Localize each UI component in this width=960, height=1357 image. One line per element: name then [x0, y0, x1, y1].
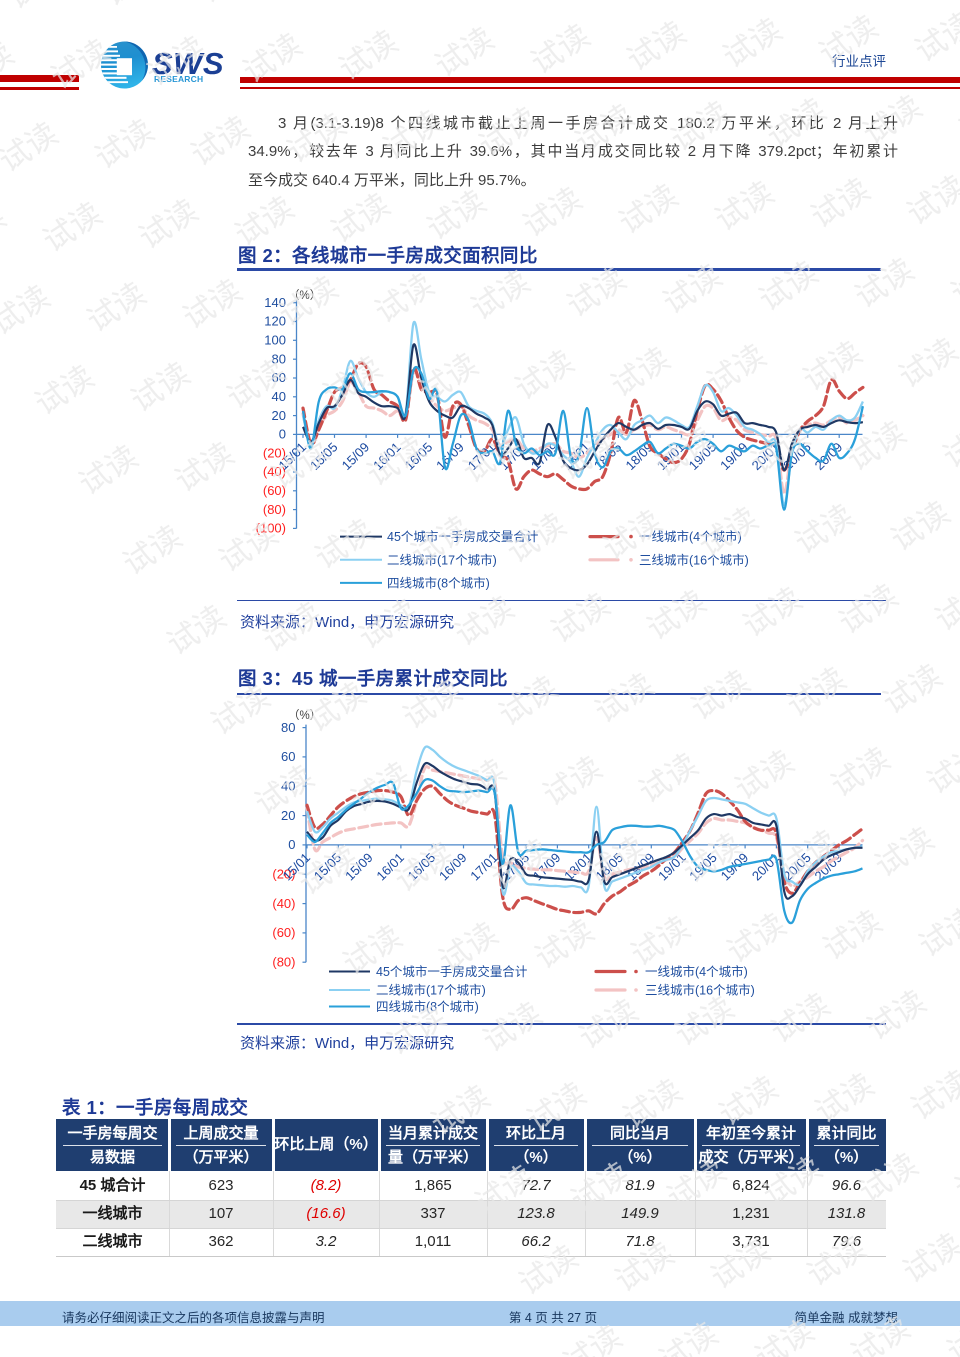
svg-text:试读: 试读: [901, 169, 960, 232]
svg-text:17/01: 17/01: [467, 850, 501, 884]
svg-text:(40): (40): [272, 896, 295, 911]
svg-text:试读: 试读: [97, 0, 168, 13]
svg-text:试读: 试读: [125, 356, 196, 419]
svg-text:试读: 试读: [525, 18, 596, 81]
svg-text:16/05: 16/05: [405, 850, 439, 884]
svg-text:0: 0: [279, 427, 286, 442]
svg-text:三线城市(16个城市): 三线城市(16个城市): [639, 552, 749, 567]
svg-text:一线城市(4个城市): 一线城市(4个城市): [639, 529, 742, 544]
svg-text:三线城市(16个城市): 三线城市(16个城市): [645, 983, 755, 998]
svg-text:（%）: （%）: [288, 709, 321, 722]
svg-text:20/09: 20/09: [812, 439, 846, 473]
svg-text:试读: 试读: [385, 0, 456, 4]
svg-text:试读: 试读: [133, 193, 204, 256]
svg-text:试读: 试读: [81, 276, 152, 339]
svg-text:试读: 试读: [161, 599, 232, 662]
svg-text:120: 120: [264, 314, 286, 329]
svg-text:试读: 试读: [953, 86, 960, 149]
svg-text:100: 100: [264, 333, 286, 348]
svg-text:60: 60: [272, 370, 286, 385]
svg-text:17/01: 17/01: [465, 439, 499, 473]
svg-text:试读: 试读: [905, 1064, 960, 1127]
svg-text:试读: 试读: [621, 15, 692, 78]
svg-text:二线城市(17个城市): 二线城市(17个城市): [387, 552, 497, 567]
svg-text:15/01: 15/01: [280, 850, 314, 884]
svg-text:试读: 试读: [289, 0, 360, 7]
svg-text:16/01: 16/01: [373, 850, 407, 884]
svg-text:(80): (80): [263, 502, 286, 517]
svg-text:0: 0: [288, 837, 295, 852]
svg-text:16/09: 16/09: [436, 850, 470, 884]
svg-text:(20): (20): [272, 866, 295, 881]
svg-text:二线城市(17个城市): 二线城市(17个城市): [376, 983, 486, 998]
svg-text:试读: 试读: [945, 249, 960, 312]
svg-text:(40): (40): [263, 464, 286, 479]
svg-text:20: 20: [272, 408, 286, 423]
svg-text:试读: 试读: [1, 0, 72, 16]
svg-text:试读: 试读: [913, 901, 960, 964]
svg-text:试读: 试读: [481, 0, 552, 1]
svg-text:试读: 试读: [717, 12, 788, 75]
svg-text:试读: 试读: [929, 575, 960, 638]
svg-text:试读: 试读: [185, 110, 256, 173]
svg-text:试读: 试读: [937, 412, 960, 475]
svg-text:试读: 试读: [545, 587, 616, 650]
svg-text:四线城市(8个城市): 四线城市(8个城市): [387, 575, 490, 590]
svg-text:16/01: 16/01: [370, 439, 404, 473]
svg-text:试读: 试读: [193, 0, 264, 10]
svg-text:试读: 试读: [325, 187, 396, 250]
svg-text:60: 60: [281, 749, 295, 764]
svg-text:80: 80: [272, 351, 286, 366]
svg-text:80: 80: [281, 720, 295, 735]
svg-text:20: 20: [281, 808, 295, 823]
svg-text:(100): (100): [256, 521, 286, 536]
svg-text:40: 40: [272, 389, 286, 404]
svg-text:试读: 试读: [897, 1227, 960, 1290]
svg-text:试读: 试读: [909, 6, 960, 69]
svg-text:45个城市一手房成交量合计: 45个城市一手房成交量合计: [387, 529, 538, 544]
svg-text:试读: 试读: [169, 436, 240, 499]
svg-text:15/05: 15/05: [311, 850, 345, 884]
svg-text:试读: 试读: [29, 359, 100, 422]
svg-text:试读: 试读: [921, 738, 960, 801]
svg-text:(60): (60): [272, 925, 295, 940]
svg-text:试读: 试读: [949, 1144, 960, 1207]
svg-text:试读: 试读: [89, 113, 160, 176]
svg-text:试读: 试读: [429, 21, 500, 84]
svg-text:15/09: 15/09: [339, 439, 373, 473]
svg-text:140: 140: [264, 295, 286, 310]
svg-text:试读: 试读: [0, 279, 56, 342]
svg-text:试读: 试读: [37, 196, 108, 259]
svg-text:45个城市一手房成交量合计: 45个城市一手房成交量合计: [376, 964, 527, 979]
svg-text:15/09: 15/09: [342, 850, 376, 884]
svg-text:（%）: （%）: [288, 289, 321, 302]
svg-text:试读: 试读: [0, 116, 64, 179]
svg-text:试读: 试读: [73, 439, 144, 502]
svg-text:试读: 试读: [0, 199, 12, 262]
svg-text:16/05: 16/05: [402, 439, 436, 473]
svg-text:(80): (80): [272, 954, 295, 969]
svg-text:19/09: 19/09: [717, 439, 751, 473]
svg-text:(20): (20): [263, 445, 286, 460]
svg-text:试读: 试读: [117, 519, 188, 582]
svg-text:(60): (60): [263, 483, 286, 498]
svg-text:四线城市(8个城市): 四线城市(8个城市): [376, 999, 479, 1014]
svg-text:40: 40: [281, 778, 295, 793]
svg-text:19/05: 19/05: [686, 850, 720, 884]
svg-text:一线城市(4个城市): 一线城市(4个城市): [645, 964, 748, 979]
